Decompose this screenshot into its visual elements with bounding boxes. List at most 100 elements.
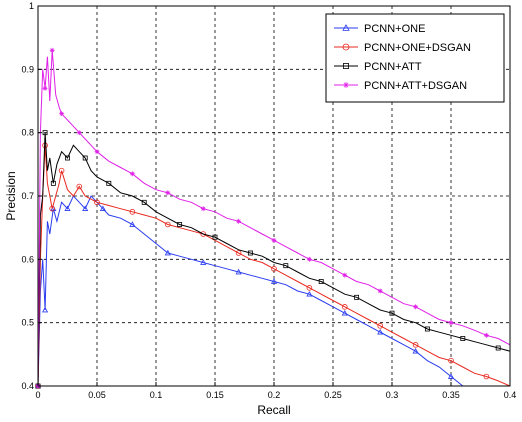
data-point	[283, 263, 289, 269]
series-line	[37, 145, 511, 387]
data-point	[307, 256, 312, 262]
data-point	[235, 268, 242, 275]
data-point	[64, 205, 71, 211]
x-tick-label: 0.35	[442, 390, 460, 400]
data-point	[448, 320, 454, 326]
data-point	[447, 373, 455, 379]
data-point	[94, 149, 100, 155]
legend-label: PCNN+ONE	[364, 23, 425, 35]
series-line	[37, 132, 511, 387]
data-point	[129, 221, 136, 227]
data-point	[42, 306, 49, 313]
data-point	[42, 130, 48, 136]
data-point	[377, 323, 384, 329]
data-point	[76, 183, 83, 190]
data-point	[413, 304, 418, 310]
data-point	[354, 294, 360, 300]
series-pcnn-one	[34, 195, 464, 389]
data-point	[271, 266, 277, 272]
x-tick-label: 0.25	[324, 390, 342, 400]
data-point	[483, 373, 490, 380]
x-tick-label: 0.2	[268, 390, 281, 400]
y-tick-label: 0.8	[21, 128, 34, 138]
data-point	[130, 171, 135, 177]
data-point	[495, 345, 501, 351]
data-point	[94, 199, 100, 206]
y-tick-label: 0.4	[21, 381, 34, 391]
data-point	[200, 206, 206, 212]
y-axis-ticks: 0.4 0.5 0.6 0.7 0.8 0.9 1	[21, 1, 42, 391]
data-point	[129, 209, 136, 215]
data-point	[318, 279, 324, 284]
data-point	[42, 85, 48, 91]
data-point	[50, 180, 56, 186]
data-point	[177, 222, 183, 227]
series-layer	[34, 47, 511, 389]
data-point	[200, 231, 207, 237]
x-axis-ticks: 0 0.05 0.1 0.15 0.2 0.25 0.3 0.35 0.4	[35, 382, 516, 400]
y-tick-label: 0.9	[21, 64, 34, 74]
x-tick-label: 0.05	[88, 390, 106, 400]
x-tick-label: 0.15	[206, 390, 224, 400]
x-tick-label: 0.1	[150, 390, 163, 400]
series-pcnn-att	[35, 130, 511, 389]
legend-marker	[342, 24, 350, 31]
series-line	[37, 50, 511, 387]
data-point	[165, 221, 171, 228]
x-axis-label: Recall	[257, 403, 290, 417]
data-point	[82, 155, 88, 161]
y-axis-label: Precision	[4, 171, 18, 220]
x-tick-label: 0.3	[386, 390, 399, 400]
data-point	[377, 328, 384, 335]
data-point	[164, 249, 171, 256]
data-point	[271, 237, 277, 243]
data-point	[49, 47, 55, 53]
y-tick-label: 0.6	[21, 254, 34, 264]
data-point	[141, 199, 147, 205]
data-point	[341, 309, 348, 316]
data-point	[306, 285, 313, 291]
legend-marker	[343, 63, 349, 69]
data-point	[448, 357, 454, 364]
legend-item: PCNN+ONE	[334, 23, 425, 35]
data-point	[58, 167, 65, 174]
legend-item: PCNN+ONE+DSGAN	[334, 42, 471, 54]
legend-label: PCNN+ATT	[364, 61, 422, 73]
data-point	[200, 259, 207, 265]
data-point	[76, 130, 82, 136]
data-point	[412, 342, 419, 348]
data-point	[484, 332, 489, 338]
data-point	[389, 310, 395, 316]
data-point	[270, 278, 278, 284]
x-tick-label: 0.4	[504, 390, 517, 400]
y-tick-label: 1	[29, 1, 34, 11]
data-point	[341, 304, 348, 310]
legend-label: PCNN+ATT+DSGAN	[364, 80, 467, 92]
legend-marker	[342, 43, 350, 51]
data-point	[306, 290, 313, 297]
data-point	[49, 205, 55, 212]
legend: PCNN+ONE PCNN+ONE+DSGAN PCNN+ATT PCNN+ATT+D…	[325, 13, 505, 103]
legend-box	[325, 13, 505, 103]
data-point	[212, 234, 218, 240]
grid-lines	[38, 6, 510, 386]
legend-label: PCNN+ONE+DSGAN	[364, 42, 471, 54]
data-point	[342, 272, 348, 278]
series-pcnn-att-dsgan	[35, 47, 511, 389]
data-point	[424, 326, 430, 332]
data-point	[99, 205, 106, 211]
x-tick-label: 0	[35, 390, 40, 400]
data-point	[59, 111, 64, 117]
legend-item: PCNN+ATT+DSGAN	[334, 80, 467, 92]
data-point	[165, 190, 171, 196]
data-point	[236, 218, 241, 224]
data-point	[460, 336, 466, 341]
y-tick-label: 0.7	[21, 191, 34, 201]
legend-item: PCNN+ATT	[334, 61, 422, 73]
data-point	[377, 288, 383, 294]
data-point	[412, 347, 419, 354]
data-point	[235, 250, 242, 256]
data-point	[106, 180, 112, 186]
data-point	[247, 250, 253, 256]
